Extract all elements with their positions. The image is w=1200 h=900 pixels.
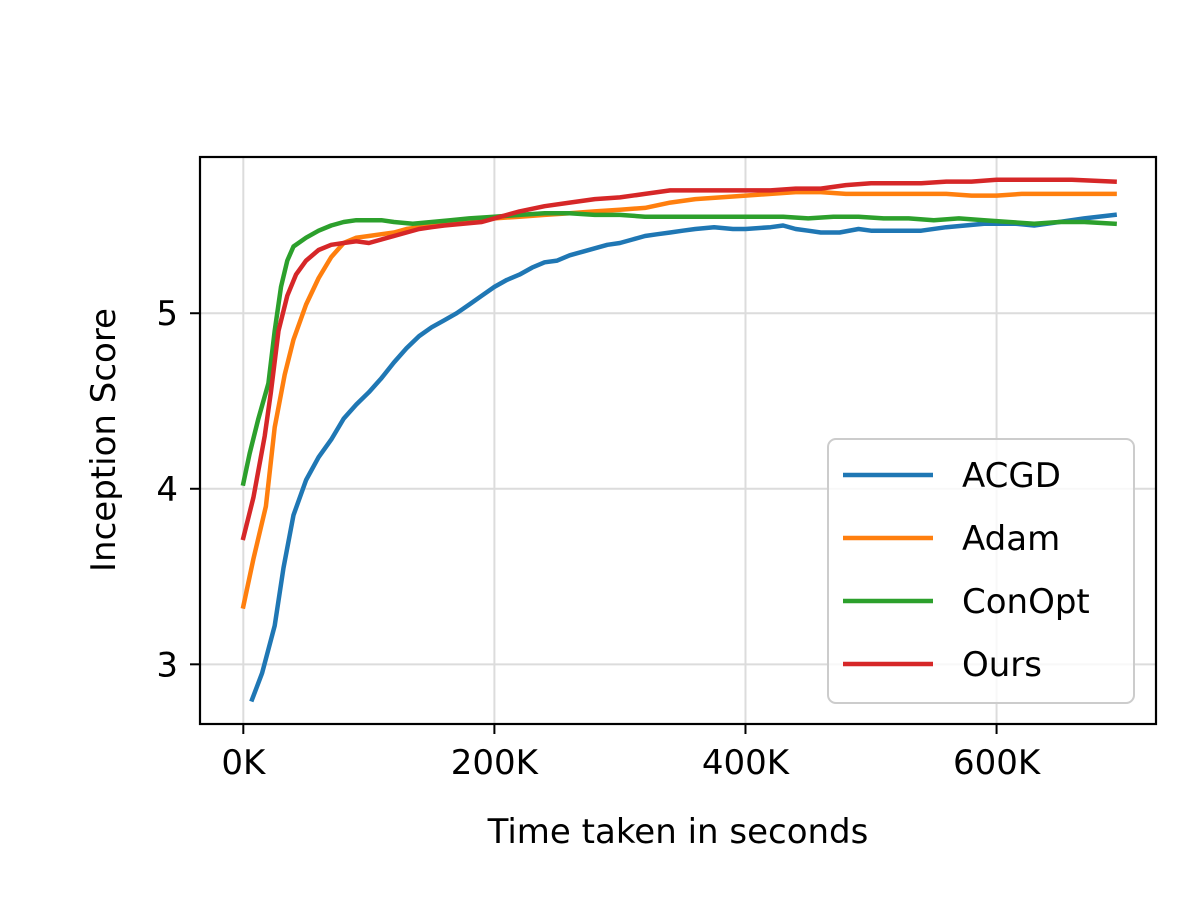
legend-label-acgd: ACGD [962,456,1061,496]
legend-label-conopt: ConOpt [962,582,1090,622]
legend-label-ours: Ours [962,645,1042,685]
plot-frame [198,155,1158,726]
x-axis-label: Time taken in seconds [487,812,869,852]
y-axis-label: Inception Score [84,308,124,572]
x-tick-label: 0K [221,743,267,783]
series-lines [240,177,1118,703]
series-line-conopt [240,210,1117,487]
series-line-ours [240,177,1117,541]
x-tick-label: 400K [702,743,791,783]
legend: ACGD Adam ConOpt Ours [827,438,1135,704]
y-axis-ticks: 3 4 5 [156,294,200,685]
x-axis-ticks: 0K 200K 400K 600K [221,724,1042,783]
series-line-acgd [249,212,1118,703]
legend-label-adam: Adam [962,519,1060,559]
x-tick-label: 200K [451,743,540,783]
y-tick-label: 5 [156,294,178,334]
x-tick-label: 600K [953,743,1042,783]
y-tick-label: 3 [156,645,178,685]
legend-box [827,438,1135,704]
y-tick-label: 4 [156,470,178,510]
